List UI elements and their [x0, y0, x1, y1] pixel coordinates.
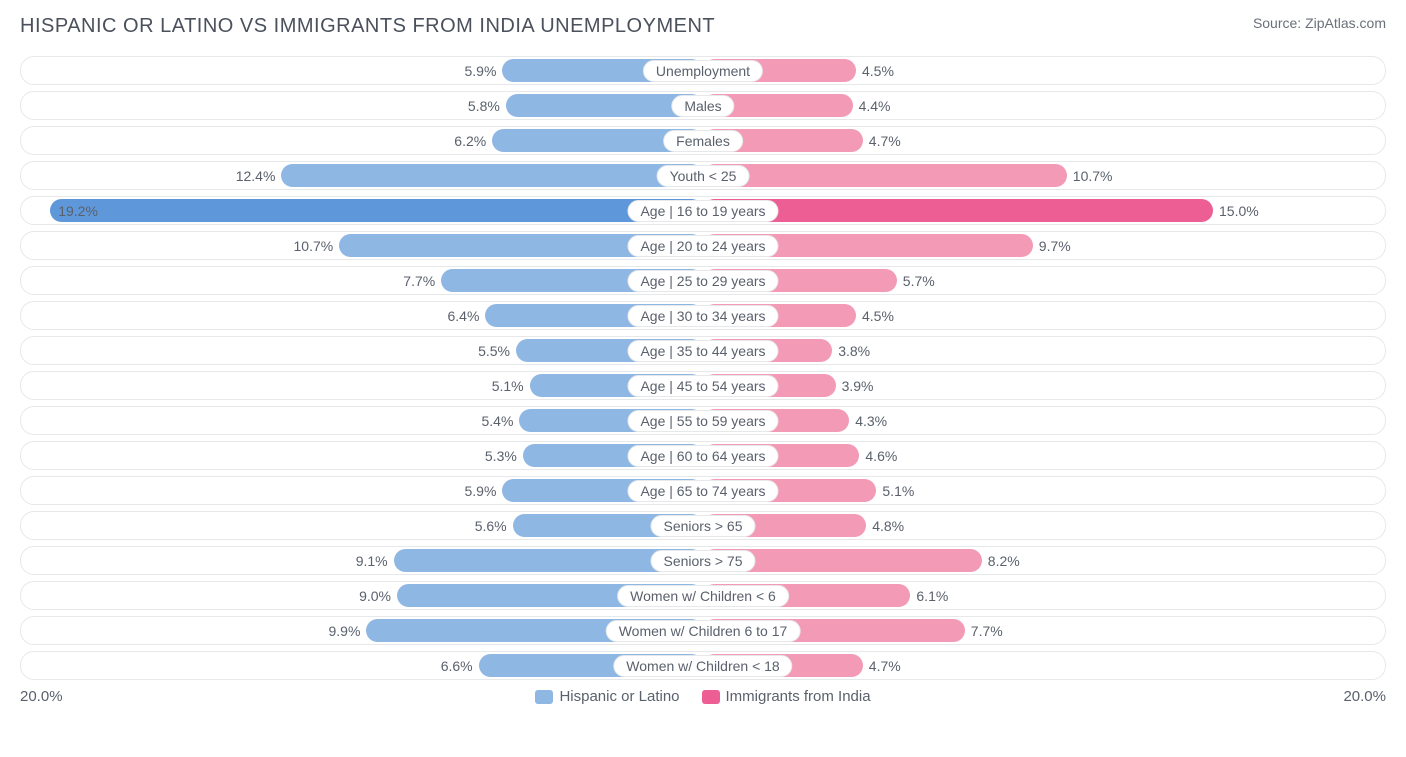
axis-max-right: 20.0% — [1343, 688, 1386, 705]
legend-label-left: Hispanic or Latino — [559, 688, 679, 705]
category-label: Age | 35 to 44 years — [627, 340, 778, 362]
category-label: Women w/ Children 6 to 17 — [606, 620, 801, 642]
value-right: 7.7% — [971, 619, 1003, 642]
value-left: 5.4% — [481, 409, 513, 432]
chart-row: 6.4% 4.5% Age | 30 to 34 years — [20, 301, 1386, 330]
value-left: 5.6% — [475, 514, 507, 537]
chart-row: 6.2% 4.7% Females — [20, 126, 1386, 155]
value-right: 4.8% — [872, 514, 904, 537]
axis-max-left: 20.0% — [20, 688, 63, 705]
legend-label-right: Immigrants from India — [726, 688, 871, 705]
bar-left: 12.4% — [281, 164, 703, 187]
value-left: 6.2% — [454, 129, 486, 152]
chart-row: 5.9% 4.5% Unemployment — [20, 56, 1386, 85]
value-right: 4.4% — [859, 94, 891, 117]
legend-item-left: Hispanic or Latino — [535, 688, 679, 705]
legend-swatch-right — [702, 690, 720, 704]
value-left: 10.7% — [294, 234, 334, 257]
value-right: 4.7% — [869, 654, 901, 677]
chart-row: 9.1% 8.2% Seniors > 75 — [20, 546, 1386, 575]
value-right: 10.7% — [1073, 164, 1113, 187]
category-label: Women w/ Children < 6 — [617, 585, 789, 607]
value-right: 8.2% — [988, 549, 1020, 572]
value-right: 4.6% — [865, 444, 897, 467]
chart-row: 10.7% 9.7% Age | 20 to 24 years — [20, 231, 1386, 260]
value-left: 7.7% — [403, 269, 435, 292]
value-right: 9.7% — [1039, 234, 1071, 257]
chart-row: 5.4% 4.3% Age | 55 to 59 years — [20, 406, 1386, 435]
chart-row: 5.1% 3.9% Age | 45 to 54 years — [20, 371, 1386, 400]
value-left: 12.4% — [236, 164, 276, 187]
category-label: Age | 55 to 59 years — [627, 410, 778, 432]
chart-row: 5.3% 4.6% Age | 60 to 64 years — [20, 441, 1386, 470]
value-left: 5.1% — [492, 374, 524, 397]
category-label: Age | 25 to 29 years — [627, 270, 778, 292]
category-label: Age | 16 to 19 years — [627, 200, 778, 222]
value-left: 5.9% — [464, 479, 496, 502]
diverging-bar-chart: 5.9% 4.5% Unemployment 5.8% 4.4% Males 6.2% 4.7… — [20, 56, 1386, 680]
value-left: 9.9% — [328, 619, 360, 642]
chart-row: 9.9% 7.7% Women w/ Children 6 to 17 — [20, 616, 1386, 645]
value-right: 6.1% — [916, 584, 948, 607]
category-label: Females — [663, 130, 743, 152]
chart-row: 5.8% 4.4% Males — [20, 91, 1386, 120]
value-right: 3.9% — [842, 374, 874, 397]
value-left: 9.0% — [359, 584, 391, 607]
chart-row: 12.4%10.7%Youth < 25 — [20, 161, 1386, 190]
source-prefix: Source: — [1253, 15, 1305, 31]
chart-row: 6.6% 4.7% Women w/ Children < 18 — [20, 651, 1386, 680]
value-right: 4.5% — [862, 304, 894, 327]
chart-row: 19.2%15.0%Age | 16 to 19 years — [20, 196, 1386, 225]
legend-swatch-left — [535, 690, 553, 704]
value-right: 3.8% — [838, 339, 870, 362]
value-left: 5.8% — [468, 94, 500, 117]
source-link[interactable]: ZipAtlas.com — [1305, 15, 1386, 31]
category-label: Seniors > 65 — [651, 515, 756, 537]
bar-left: 19.2% — [50, 199, 703, 222]
category-label: Age | 20 to 24 years — [627, 235, 778, 257]
category-label: Age | 30 to 34 years — [627, 305, 778, 327]
chart-row: 5.5% 3.8% Age | 35 to 44 years — [20, 336, 1386, 365]
source-attribution: Source: ZipAtlas.com — [1253, 15, 1386, 31]
value-right: 4.5% — [862, 59, 894, 82]
value-left: 5.5% — [478, 339, 510, 362]
value-right: 5.7% — [903, 269, 935, 292]
chart-row: 7.7% 5.7% Age | 25 to 29 years — [20, 266, 1386, 295]
legend-item-right: Immigrants from India — [702, 688, 871, 705]
category-label: Women w/ Children < 18 — [613, 655, 792, 677]
value-right: 4.7% — [869, 129, 901, 152]
category-label: Seniors > 75 — [651, 550, 756, 572]
value-left: 19.2% — [58, 199, 98, 222]
value-left: 6.6% — [441, 654, 473, 677]
chart-row: 9.0% 6.1% Women w/ Children < 6 — [20, 581, 1386, 610]
value-right: 5.1% — [882, 479, 914, 502]
category-label: Youth < 25 — [657, 165, 750, 187]
value-left: 9.1% — [356, 549, 388, 572]
legend: Hispanic or Latino Immigrants from India — [535, 688, 870, 705]
value-right: 4.3% — [855, 409, 887, 432]
bar-right: 10.7% — [703, 164, 1067, 187]
category-label: Age | 45 to 54 years — [627, 375, 778, 397]
value-left: 6.4% — [447, 304, 479, 327]
chart-row: 5.6% 4.8% Seniors > 65 — [20, 511, 1386, 540]
category-label: Age | 60 to 64 years — [627, 445, 778, 467]
value-right: 15.0% — [1219, 199, 1259, 222]
category-label: Males — [671, 95, 734, 117]
category-label: Unemployment — [643, 60, 763, 82]
chart-row: 5.9% 5.1% Age | 65 to 74 years — [20, 476, 1386, 505]
bar-right: 15.0% — [703, 199, 1213, 222]
category-label: Age | 65 to 74 years — [627, 480, 778, 502]
chart-title: HISPANIC OR LATINO VS IMMIGRANTS FROM IN… — [20, 15, 715, 38]
value-left: 5.9% — [464, 59, 496, 82]
value-left: 5.3% — [485, 444, 517, 467]
